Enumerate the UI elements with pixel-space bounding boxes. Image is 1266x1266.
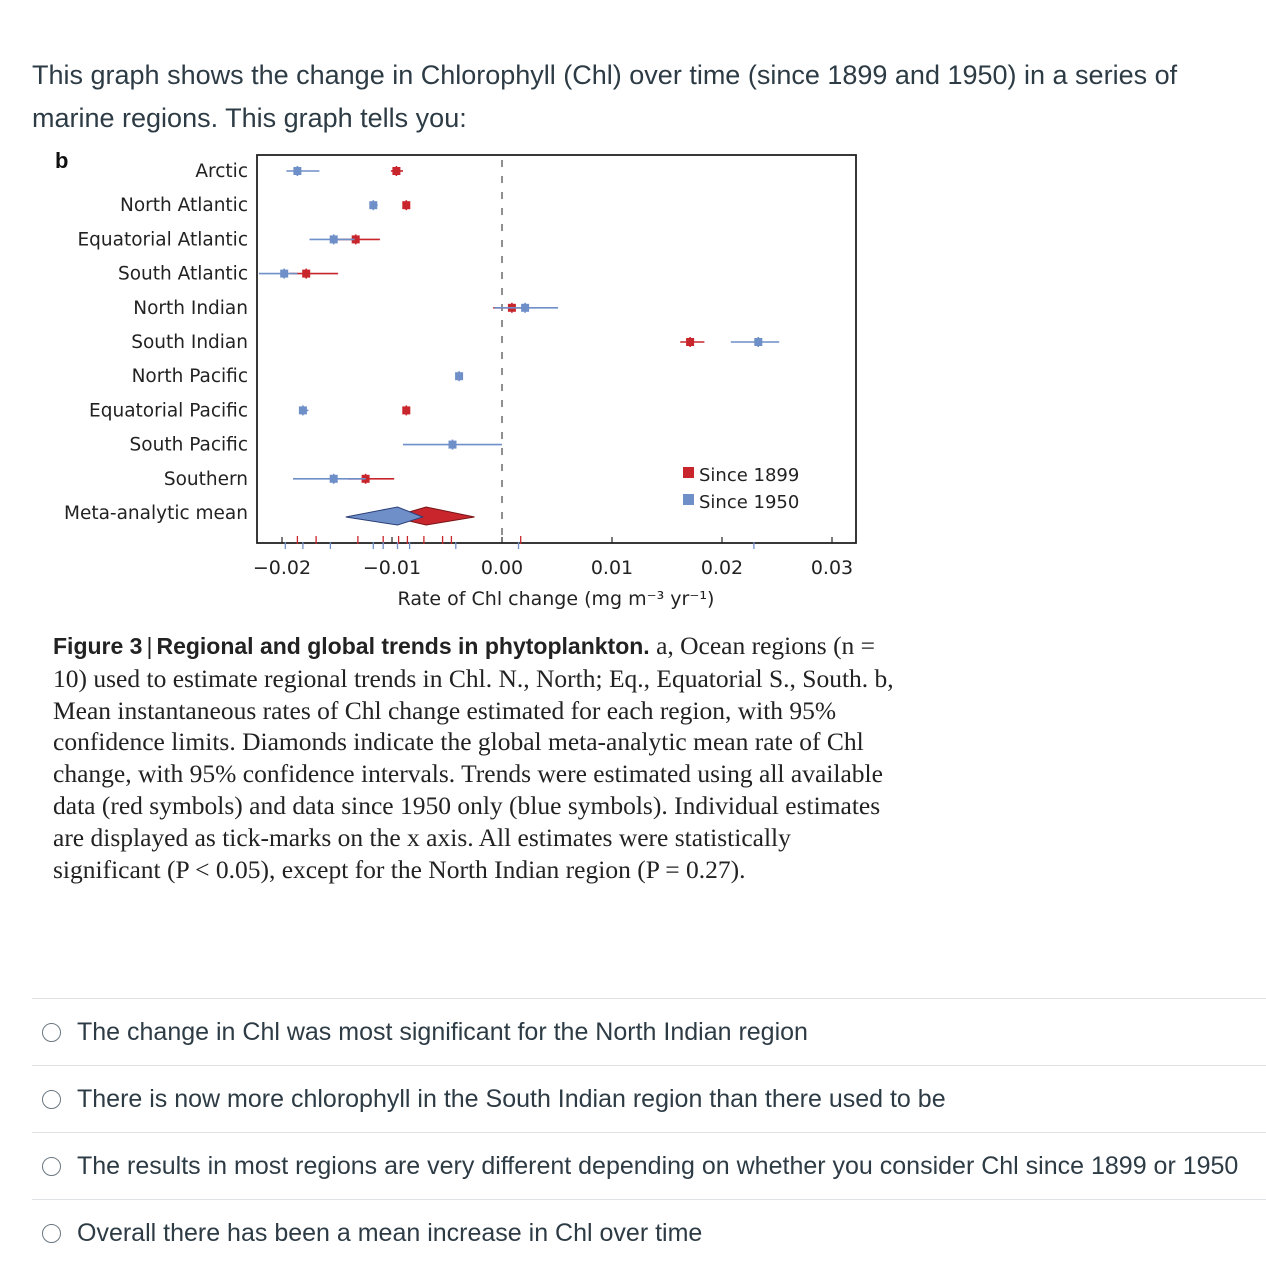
point-north-pacific-since-1950 [455,372,464,381]
plot-frame [256,154,857,544]
caption-body: a, Ocean regions (n = 10) used to estima… [53,631,894,884]
region-label-arctic: Arctic [195,161,248,182]
x-tick-label: 0.03 [811,557,853,579]
point-south-atlantic-since-1950 [280,269,289,278]
answer-label: The change in Chl was most significant f… [77,1017,808,1046]
answer-option-1[interactable]: The change in Chl was most significant f… [32,998,1266,1065]
x-axis-ticks: −0.02 −0.01 0.00 0.01 0.02 0.03 [253,536,853,579]
point-south-atlantic-since-1899 [302,269,311,278]
point-arctic-since-1899 [392,167,401,175]
figure-caption: Figure 3 | Regional and global trends in p… [53,630,903,885]
radio-button[interactable] [42,1156,61,1176]
caption-figure-number: Figure 3 [53,633,143,659]
point-equatorial-atlantic-since-1950 [329,235,338,244]
x-tick-label: 0.02 [701,557,743,579]
answer-option-2[interactable]: There is now more chlorophyll in the Sou… [32,1065,1266,1132]
legend-swatch-since-1899 [683,467,694,478]
region-label-meta-analytic-mean: Meta-analytic mean [64,503,248,524]
point-arctic-since-1950 [293,167,302,175]
panel-letter: b [55,148,68,173]
x-tick-label: 0.01 [591,557,633,579]
answer-label: Overall there has been a mean increase i… [77,1218,703,1247]
legend: Since 1899 Since 1950 [683,465,799,513]
x-tick-label: −0.01 [363,557,421,579]
x-tick-label: 0.00 [481,557,523,579]
region-label-north-pacific: North Pacific [132,366,248,387]
point-equatorial-atlantic-since-1899 [351,235,360,244]
point-equatorial-pacific-since-1899 [402,406,411,415]
answer-option-3[interactable]: The results in most regions are very dif… [32,1132,1266,1199]
point-north-atlantic-since-1950 [369,201,378,210]
region-label-south-pacific: South Pacific [130,435,248,456]
mean-diamond-since-1950 [345,506,425,526]
region-label-north-atlantic: North Atlantic [120,195,248,216]
data-marks [258,166,780,526]
legend-label-since-1899: Since 1899 [699,465,799,486]
point-southern-since-1950 [329,474,338,483]
radio-button[interactable] [42,1022,61,1042]
region-label-north-indian: North Indian [133,298,248,319]
answer-options: The change in Chl was most significant f… [32,998,1266,1266]
radio-button[interactable] [42,1089,61,1109]
region-labels: Arctic North Atlantic Equatorial Atlantic S… [64,161,248,524]
question-text: This graph shows the change in Chlorophy… [32,60,1178,133]
answer-label: There is now more chlorophyll in the Sou… [77,1084,946,1113]
forest-plot-chart: b Arctic North Atlantic Equatorial Atlanti… [55,148,857,610]
radio-button[interactable] [42,1223,61,1243]
point-south-indian-since-1950 [754,338,763,346]
region-label-southern: Southern [164,469,248,490]
legend-swatch-since-1950 [683,494,694,505]
point-south-pacific-since-1950 [448,440,457,449]
point-north-atlantic-since-1899 [402,201,411,210]
region-label-equatorial-atlantic: Equatorial Atlantic [77,229,248,250]
point-equatorial-pacific-since-1950 [298,406,307,415]
region-label-south-atlantic: South Atlantic [118,264,248,285]
legend-label-since-1950: Since 1950 [699,492,799,513]
region-label-south-indian: South Indian [131,332,248,353]
point-north-indian-since-1950 [521,303,530,312]
point-south-indian-since-1899 [686,338,695,346]
caption-separator: | [146,633,153,659]
region-label-equatorial-pacific: Equatorial Pacific [89,400,248,421]
x-axis-title: Rate of Chl change (mg m⁻³ yr⁻¹) [398,588,715,610]
caption-title: Regional and global trends in phytoplank… [156,633,650,659]
answer-label: The results in most regions are very dif… [77,1151,1239,1180]
x-tick-label: −0.02 [253,557,311,579]
answer-option-4[interactable]: Overall there has been a mean increase i… [32,1199,1266,1266]
